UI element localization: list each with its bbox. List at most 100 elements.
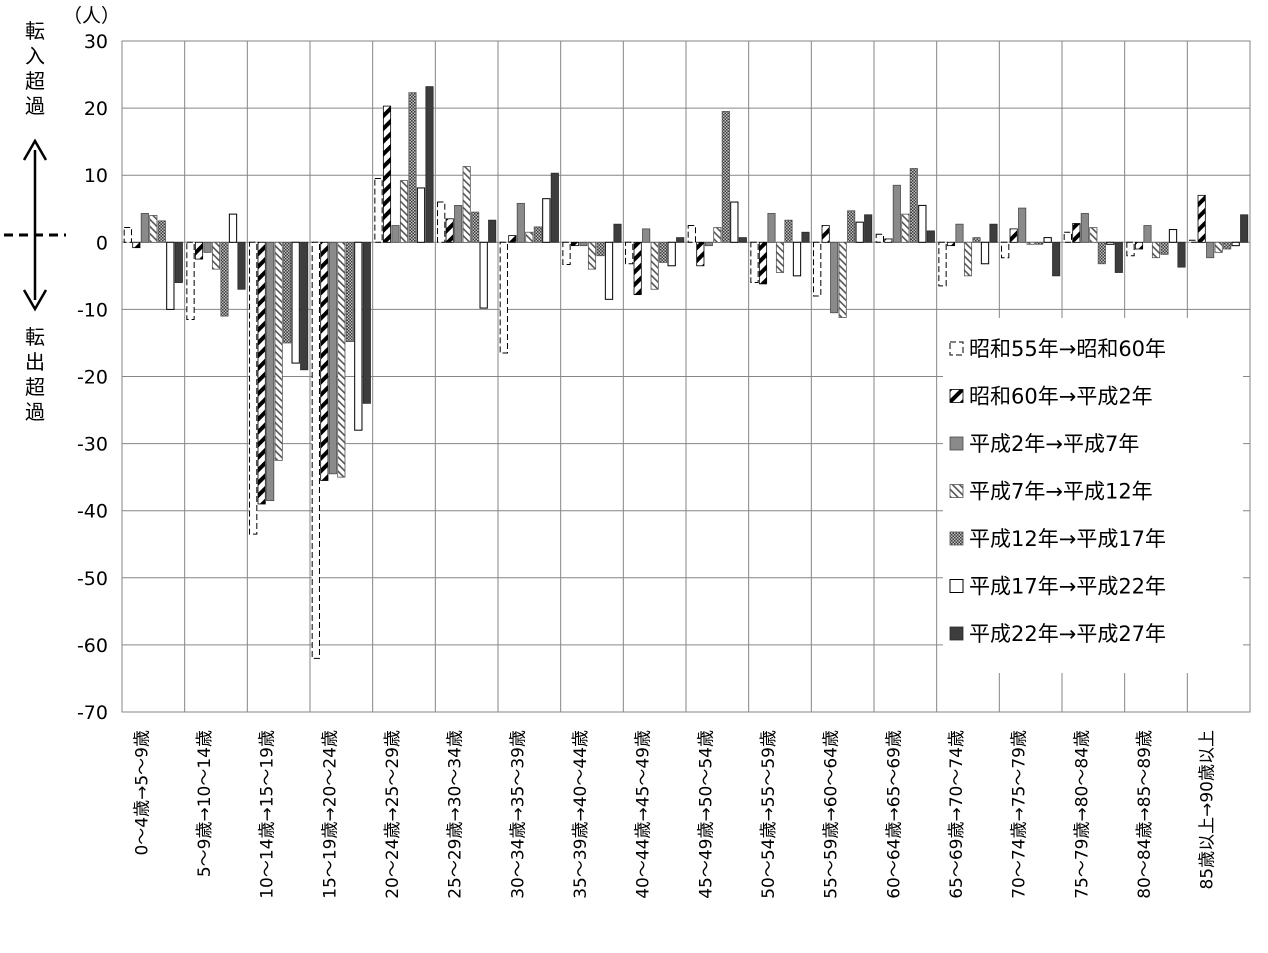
x-tick-label: 35～39歳→40～44歳 [571,730,591,899]
x-tick-label: 50～54歳→55～59歳 [759,730,779,899]
bar [186,241,195,320]
y-tick-label: 10 [84,165,108,187]
x-tick-label: 10～14歳→15～19歳 [258,730,278,899]
x-tick-label: 85歳以上→90歳以上 [1198,730,1218,890]
bar [767,213,776,243]
bar [437,201,446,243]
x-tick-label: 40～44歳→45～49歳 [634,730,654,899]
bar [1168,229,1178,243]
bar [562,241,571,265]
bar [274,241,283,461]
x-tick-label: 25～29歳→30～34歳 [446,730,466,899]
bar [604,241,614,300]
bar [516,202,525,243]
y-tick-label: -20 [77,367,108,389]
y-tick-label: -60 [77,635,108,657]
bar [1134,241,1144,250]
legend-swatch [949,531,964,546]
bar [123,227,132,243]
y-axis-ticks: 30 20 10 0 -10 -20 -30 -40 -50 -60 -70 （人） [63,5,120,724]
legend-label: 平成22年→平成27年 [969,622,1166,646]
bar [659,241,668,263]
x-tick-label: 0～4歳→5～9歳 [132,730,152,856]
arrow-down-head [22,289,48,312]
bar [374,178,383,243]
bar [926,230,935,243]
x-tick-label: 15～19歳→20～24歳 [320,730,340,899]
bar [847,210,856,243]
x-axis-ticks: 0～4歳→5～9歳 5～9歳→10～14歳 10～14歳→15～19歳 15～19歳→… [132,730,1217,899]
y-tick-label: 0 [96,232,108,254]
bar [901,213,910,243]
bar [855,221,864,243]
bar [1177,241,1186,268]
x-tick-label: 30～34歳→35～39歳 [508,730,528,899]
bar [642,228,651,243]
legend: 昭和55年→昭和60年昭和60年→平成2年平成2年→平成7年平成7年→平成12年… [943,318,1243,673]
bar [758,241,768,285]
side-label-out-char: 転 [25,325,45,349]
bar [311,241,320,659]
bar [696,241,705,267]
bar [1035,241,1044,245]
bar [257,241,266,505]
bar [479,241,488,309]
bar [1089,227,1098,243]
bar [989,223,998,243]
bar [721,111,730,243]
x-tick-label: 5～9歳→10～14歳 [195,730,215,877]
bar [1223,241,1232,250]
bar [471,211,480,243]
x-tick-label: 45～49歳→50～54歳 [696,730,716,899]
bar [738,237,747,243]
bar [687,225,696,243]
bar [1197,194,1206,243]
legend-swatch [949,436,964,451]
bar [345,241,354,343]
bar [633,241,642,296]
legend-swatch [949,341,964,356]
bar [938,241,947,287]
bar [542,198,551,243]
bar [1160,241,1169,255]
x-tick-label: 65～69歳→70～74歳 [947,730,967,899]
side-label-in-char: 転 [25,19,45,43]
bar [220,241,229,317]
legend-swatch [949,389,964,403]
bar [132,241,141,249]
bar [1001,241,1010,259]
bar [140,213,149,243]
bar [416,187,426,243]
bar [1052,241,1061,277]
bar [884,238,893,243]
bar [1214,241,1223,253]
bar [1043,237,1052,243]
bar [1206,241,1215,259]
bar [454,204,463,243]
bar [801,231,810,243]
bar [821,225,830,243]
legend-box [943,318,1243,673]
legend-label: 平成17年→平成22年 [969,575,1166,599]
legend-label: 昭和60年→平成2年 [969,385,1153,409]
side-label-out-char: 超 [25,375,45,399]
bar [579,241,588,247]
bar [408,92,417,243]
y-tick-label: -40 [77,501,108,523]
bar [462,166,471,243]
bar [792,241,802,277]
bar [399,180,409,243]
bar [613,223,622,243]
bar [1231,241,1240,247]
legend-label: 平成7年→平成12年 [969,480,1153,504]
x-tick-label: 75～79歳→80～84歳 [1072,730,1092,899]
bar [508,235,517,243]
bar [667,241,676,267]
bar [946,241,956,247]
bar [266,241,275,502]
bar [203,241,212,253]
bar [1080,213,1089,243]
bar [918,204,927,243]
